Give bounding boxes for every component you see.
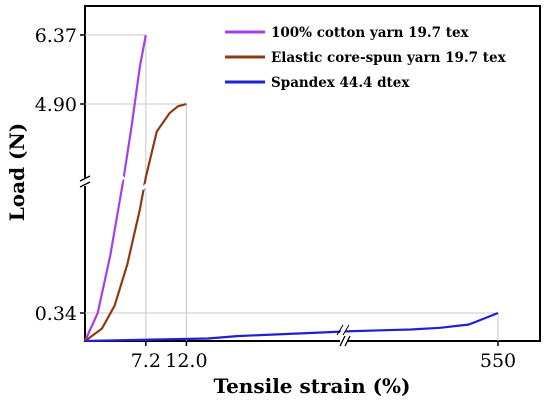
series-line-1 <box>84 102 187 342</box>
y-tick-label-2: 6.37 <box>35 25 77 47</box>
x-tick-label-2: 550 <box>480 350 516 372</box>
plot-frame <box>84 5 541 342</box>
y-tick-label-0: 0.34 <box>35 303 77 325</box>
series-break-gap-1 <box>140 175 157 191</box>
x-tick-label-0: 7.2 <box>131 350 161 372</box>
x-axis-break-gap <box>340 337 348 345</box>
series-break-gap-0 <box>109 175 126 191</box>
y-axis-break-mark-a <box>79 175 91 182</box>
legend-label-0: 100% cotton yarn 19.7 tex <box>271 25 470 41</box>
y-axis-break-mark-b <box>79 181 91 188</box>
y-tick-label-1: 4.90 <box>35 94 77 116</box>
series-line-0 <box>83 34 147 342</box>
y-axis-title: Load (N) <box>5 123 29 222</box>
legend-label-2: Spandex 44.4 dtex <box>271 75 410 91</box>
y-axis-break-gap <box>81 178 89 186</box>
x-axis-title: Tensile strain (%) <box>213 374 410 398</box>
series-break-mark-2a <box>336 324 344 336</box>
series-line-2 <box>84 311 499 343</box>
legend-label-1: Elastic core-spun yarn 19.7 tex <box>271 50 507 66</box>
x-axis-break-mark-a <box>339 335 346 347</box>
x-axis-break-mark-b <box>344 335 351 347</box>
series-break-gap-2 <box>338 322 350 337</box>
series-break-mark-2b <box>342 324 350 336</box>
x-tick-label-1: 12.0 <box>165 350 207 372</box>
